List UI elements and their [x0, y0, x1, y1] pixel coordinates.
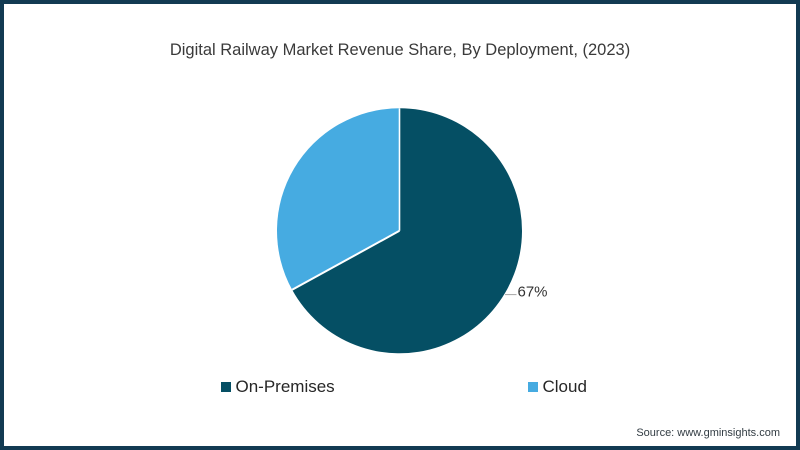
svg-text:67%: 67% — [518, 283, 548, 300]
